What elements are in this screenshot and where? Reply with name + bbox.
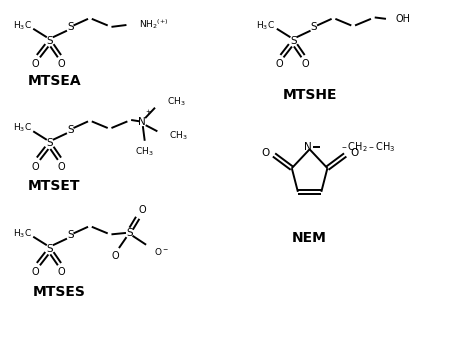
- Text: S: S: [67, 125, 73, 135]
- Text: S: S: [290, 36, 297, 46]
- Text: O: O: [111, 251, 119, 261]
- Text: O: O: [32, 267, 39, 277]
- Text: OH: OH: [395, 14, 410, 24]
- Text: S: S: [67, 230, 73, 240]
- Text: S: S: [46, 138, 53, 148]
- Text: H$_3$C: H$_3$C: [256, 19, 275, 32]
- Text: O: O: [58, 59, 65, 69]
- Text: H$_3$C: H$_3$C: [13, 122, 32, 134]
- Text: NH$_2$$^{(+)}$: NH$_2$$^{(+)}$: [139, 17, 168, 31]
- Text: MTSHE: MTSHE: [283, 88, 337, 102]
- Text: O: O: [58, 267, 65, 277]
- Text: H$_3$C: H$_3$C: [13, 227, 32, 240]
- Text: CH$_3$: CH$_3$: [136, 146, 154, 158]
- Text: O$^-$: O$^-$: [154, 246, 169, 257]
- Text: O: O: [301, 59, 309, 69]
- Text: O: O: [32, 59, 39, 69]
- Text: CH$_3$: CH$_3$: [167, 96, 186, 108]
- Text: H$_3$C: H$_3$C: [13, 19, 32, 32]
- Text: N: N: [304, 142, 312, 152]
- Text: O: O: [32, 162, 39, 172]
- Text: O: O: [275, 59, 283, 69]
- Text: S: S: [126, 228, 133, 238]
- Text: S: S: [46, 243, 53, 253]
- Text: MTSES: MTSES: [33, 285, 85, 299]
- Text: S: S: [310, 22, 317, 32]
- Text: O: O: [261, 148, 269, 158]
- Text: O: O: [138, 205, 146, 215]
- Text: N: N: [138, 117, 146, 127]
- Text: O: O: [58, 162, 65, 172]
- Text: $^+$: $^+$: [144, 109, 152, 119]
- Text: S: S: [67, 22, 73, 32]
- Text: S: S: [46, 36, 53, 46]
- Text: CH$_3$: CH$_3$: [169, 130, 187, 142]
- Text: NEM: NEM: [292, 231, 327, 245]
- Text: MTSEA: MTSEA: [27, 74, 81, 88]
- Text: MTSET: MTSET: [28, 179, 81, 193]
- Text: – CH$_2$ – CH$_3$: – CH$_2$ – CH$_3$: [341, 140, 396, 154]
- Text: O: O: [350, 148, 358, 158]
